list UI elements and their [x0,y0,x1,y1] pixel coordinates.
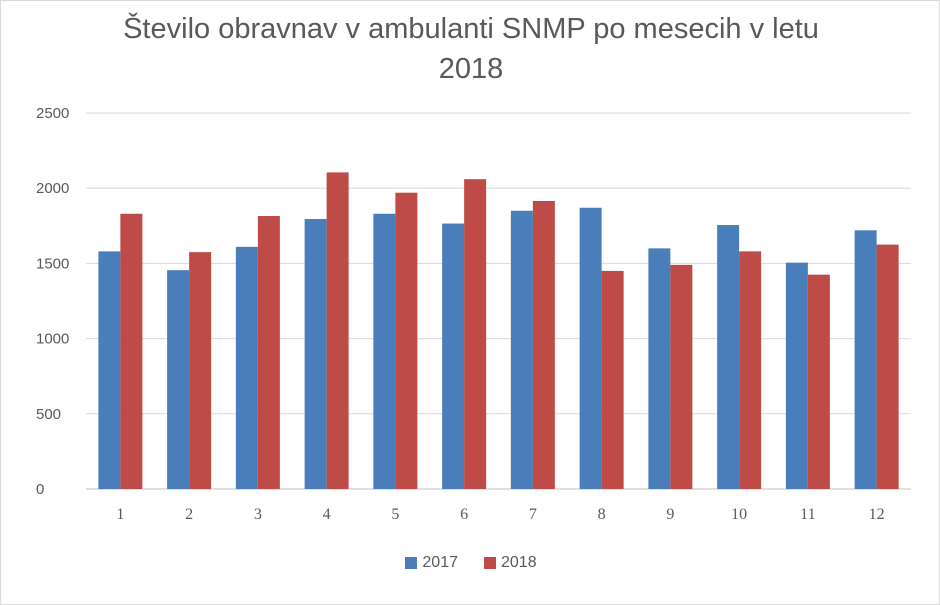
legend-swatch-2018 [484,557,496,569]
bar-2018-9 [670,264,693,489]
x-tick-label: 5 [391,506,399,523]
x-tick-label: 7 [529,506,537,523]
chart-title-line-2: 2018 [438,53,504,85]
x-tick-label: 4 [323,506,331,523]
bar-2018-11 [807,274,830,489]
bar-2017-6 [442,223,465,489]
x-tick-label: 10 [731,506,747,523]
bar-2018-6 [464,179,487,489]
bar-2018-4 [326,172,349,489]
legend: 2017 2018 [1,554,939,572]
legend-label-2018: 2018 [501,554,537,571]
chart-title: Število obravnav v ambulanti SNMP po mes… [1,9,939,89]
bar-2018-5 [395,192,418,489]
y-tick-label: 2500 [36,105,69,122]
bar-2018-7 [532,200,555,489]
x-tick-label: 1 [116,506,124,523]
bar-2017-10 [717,225,740,489]
bar-2017-9 [648,248,671,489]
x-tick-label: 3 [254,506,262,523]
bar-2017-11 [785,262,808,489]
bar-2017-3 [235,246,258,489]
y-tick-label: 500 [36,406,61,423]
x-tick-label: 12 [869,506,885,523]
y-tick-label: 2000 [36,180,69,197]
bar-2017-2 [167,270,190,489]
bar-2017-7 [510,210,533,489]
x-tick-label: 11 [800,506,815,523]
y-tick-label: 1000 [36,331,69,348]
legend-swatch-2017 [405,557,418,569]
x-tick-label: 8 [598,506,606,523]
bar-2017-5 [373,213,396,489]
bar-2018-10 [739,251,762,489]
bar-2018-2 [189,252,212,489]
legend-item-2018: 2018 [484,554,537,572]
legend-label-2017: 2017 [422,554,458,571]
bar-2018-8 [601,270,624,489]
bar-2018-1 [120,213,143,489]
x-tick-label: 9 [666,506,674,523]
bar-2018-12 [876,244,899,489]
bar-2017-1 [98,251,121,489]
bar-2018-3 [257,216,280,490]
chart-title-line-1: Število obravnav v ambulanti SNMP po mes… [123,13,819,45]
legend-item-2017: 2017 [405,554,458,572]
bar-2017-8 [579,207,602,489]
bar-2017-12 [854,230,877,489]
x-tick-label: 6 [460,506,468,523]
x-tick-label: 2 [185,506,193,523]
y-tick-label: 0 [36,481,44,498]
y-tick-label: 1500 [36,255,69,272]
bar-2017-4 [304,219,327,490]
